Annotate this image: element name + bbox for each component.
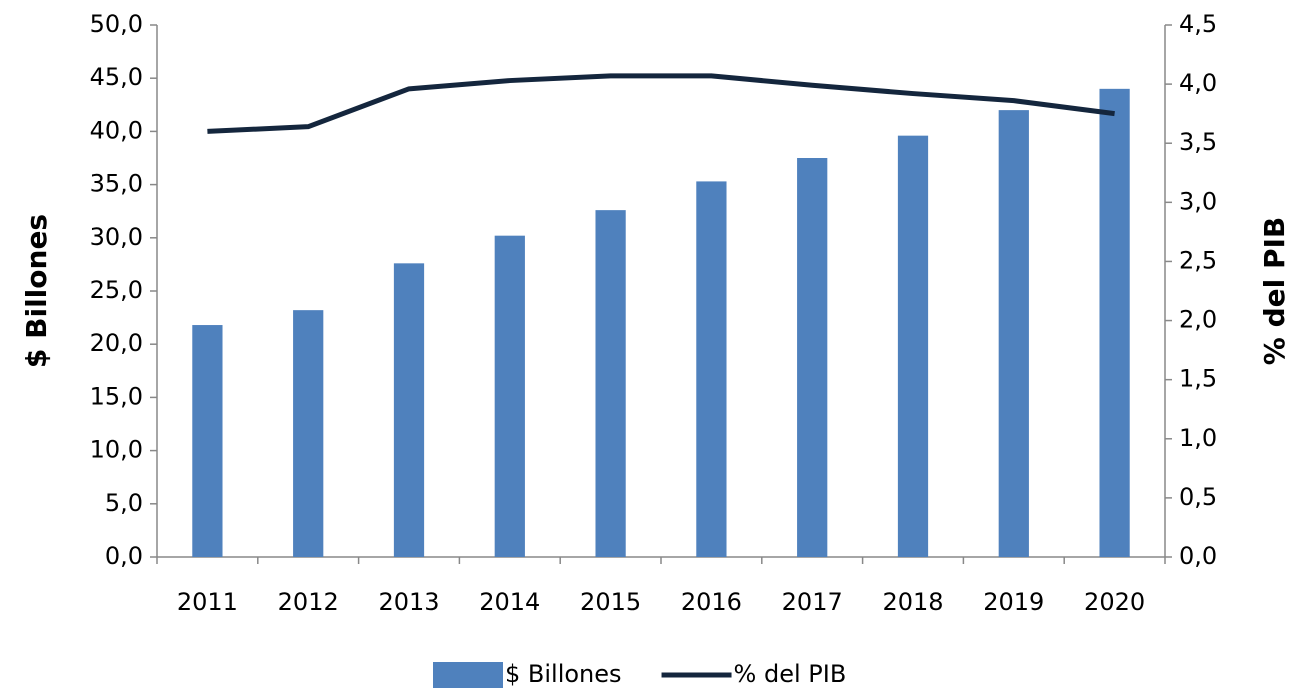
x-tick-label: 2017 [782, 588, 843, 616]
y-axis-label: $ Billones [20, 214, 53, 368]
bar [897, 135, 929, 557]
y2-axis-label: % del PIB [1258, 217, 1291, 365]
bar [393, 263, 425, 557]
x-tick-label: 2014 [479, 588, 540, 616]
y2-tick-label: 0,5 [1179, 483, 1217, 511]
legend-swatch [433, 662, 503, 688]
x-tick-label: 2013 [378, 588, 439, 616]
x-tick-label: 2019 [983, 588, 1044, 616]
bar [494, 235, 525, 557]
y-tick-label: 10,0 [90, 436, 143, 464]
y-tick-label: 30,0 [90, 223, 143, 251]
x-tick-label: 2012 [278, 588, 339, 616]
y2-tick-label: 2,0 [1179, 306, 1217, 334]
y2-tick-label: 2,5 [1179, 246, 1217, 274]
bar [192, 325, 223, 557]
y2-tick-label: 1,5 [1179, 365, 1217, 393]
y2-tick-label: 4,5 [1179, 10, 1217, 38]
x-tick-label: 2020 [1084, 588, 1145, 616]
y-tick-label: 50,0 [90, 10, 143, 38]
y2-tick-label: 4,0 [1179, 69, 1217, 97]
y-tick-label: 20,0 [90, 329, 143, 357]
y-tick-label: 45,0 [90, 63, 143, 91]
y2-tick-label: 3,0 [1179, 187, 1217, 215]
y2-tick-label: 3,5 [1179, 128, 1217, 156]
y2-tick-label: 1,0 [1179, 424, 1217, 452]
bar [696, 181, 727, 557]
bar [797, 158, 828, 557]
y-tick-label: 25,0 [90, 276, 143, 304]
y-tick-label: 15,0 [90, 382, 143, 410]
x-tick-label: 2015 [580, 588, 641, 616]
bar [998, 110, 1029, 558]
x-tick-label: 2011 [177, 588, 238, 616]
y-tick-label: 35,0 [90, 170, 143, 198]
legend-label: % del PIB [734, 660, 847, 688]
bar [1099, 88, 1130, 557]
y-tick-label: 0,0 [105, 542, 143, 570]
line [207, 73, 1115, 134]
bar [293, 310, 324, 557]
x-tick-label: 2016 [681, 588, 742, 616]
x-tick-label: 2018 [882, 588, 943, 616]
y-tick-label: 5,0 [105, 489, 143, 517]
bar [595, 210, 626, 558]
y2-tick-label: 0,0 [1179, 542, 1217, 570]
y-tick-label: 40,0 [90, 116, 143, 144]
legend-label: $ Billones [505, 660, 622, 688]
